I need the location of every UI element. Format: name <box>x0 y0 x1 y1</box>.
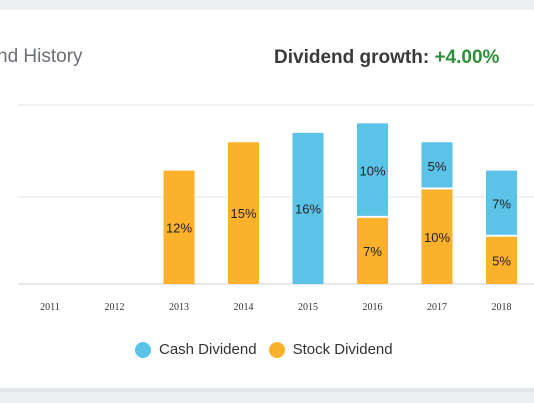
card-divider <box>0 388 534 392</box>
x-tick-label-2013: 2013 <box>169 302 189 313</box>
bar-stock-2018 <box>486 236 517 284</box>
legend-item-stock[interactable]: Stock Dividend <box>268 341 393 358</box>
data-label-stock-2017: 10% <box>424 230 450 245</box>
data-label-stock-2014: 15% <box>230 206 256 221</box>
data-label-cash-2016: 10% <box>359 164 385 179</box>
x-tick-label-2015: 2015 <box>298 302 318 313</box>
x-tick-label-2011: 2011 <box>40 302 60 313</box>
dividend-growth-value: +4.00% <box>434 47 500 68</box>
bar-stock-2013 <box>163 170 195 284</box>
legend-item-cash[interactable]: Cash Dividend <box>135 341 257 358</box>
legend-dot-stock <box>268 341 285 358</box>
dividend-growth: Dividend growth: +4.00% <box>274 47 499 69</box>
x-tick-label-2012: 2012 <box>105 302 125 313</box>
bar-stock-2016 <box>357 217 388 284</box>
data-label-cash-2018: 7% <box>492 197 511 212</box>
bar-cash-2015 <box>292 132 324 284</box>
x-tick-label-2018: 2018 <box>492 302 512 313</box>
legend-dot-cash <box>135 341 151 358</box>
bar-cash-2016 <box>357 123 388 216</box>
legend-label-cash: Cash Dividend <box>159 341 257 358</box>
dividend-growth-label: Dividend growth: <box>274 47 430 68</box>
bar-cash-2018 <box>486 170 517 235</box>
data-label-cash-2017: 5% <box>428 159 447 174</box>
bar-stock-2017 <box>421 189 453 284</box>
chart-legend: Cash Dividend Stock Dividend <box>135 341 405 358</box>
x-tick-label-2014: 2014 <box>234 302 254 313</box>
data-label-cash-2015: 16% <box>295 201 321 216</box>
x-tick-label-2017: 2017 <box>427 302 447 313</box>
bar-stock-2014 <box>228 142 259 284</box>
data-label-stock-2016: 7% <box>363 244 382 259</box>
data-label-stock-2013: 12% <box>166 220 192 235</box>
data-label-stock-2018: 5% <box>492 253 511 268</box>
legend-label-stock: Stock Dividend <box>292 341 393 358</box>
chart-title: nd History <box>0 46 83 67</box>
x-tick-label-2016: 2016 <box>363 302 383 313</box>
bar-cash-2017 <box>421 142 453 188</box>
